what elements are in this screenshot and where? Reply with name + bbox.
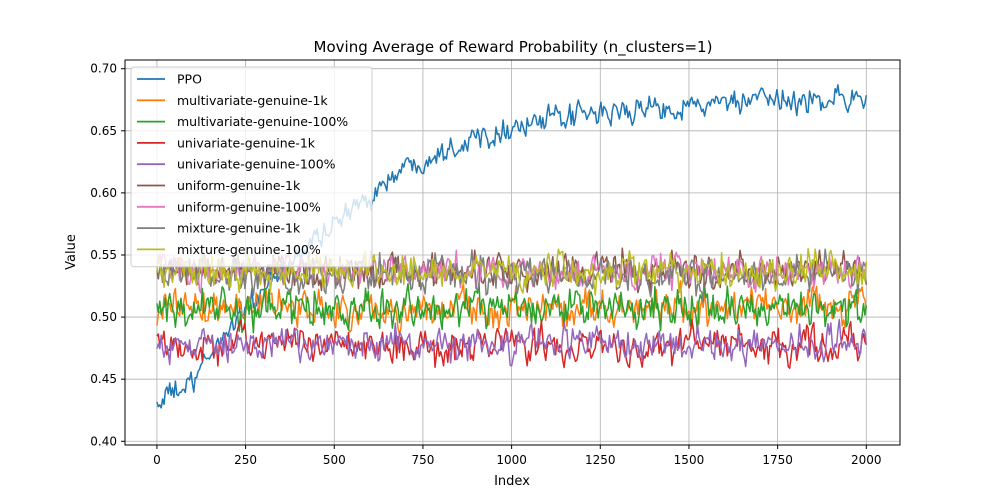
y-tick-label: 0.60 <box>90 186 117 200</box>
x-tick-label: 1000 <box>496 453 527 467</box>
x-axis-label: Index <box>494 474 530 489</box>
x-tick-label: 1750 <box>762 453 793 467</box>
y-tick-label: 0.55 <box>90 248 117 262</box>
legend-entry: mixture-genuine-1k <box>177 221 301 236</box>
y-tick-label: 0.45 <box>90 372 117 386</box>
legend-entry: multivariate-genuine-100% <box>177 114 348 129</box>
legend-entry: PPO <box>177 72 202 87</box>
legend-entry: mixture-genuine-100% <box>177 242 321 257</box>
series-line-PPO <box>156 84 868 409</box>
chart-title: Moving Average of Reward Probability (n_… <box>314 38 713 57</box>
y-tick-label: 0.65 <box>90 124 117 138</box>
series-line-multivariate-genuine-100% <box>156 282 868 334</box>
legend: PPO multivariate-genuine-1k multivariate-g… <box>130 66 373 268</box>
x-tick-label: 750 <box>411 453 434 467</box>
legend-box <box>130 66 373 268</box>
y-tick-label: 0.70 <box>90 62 117 76</box>
x-tick-label: 1500 <box>674 453 705 467</box>
x-tick-label: 250 <box>234 453 257 467</box>
x-tick-label: 1250 <box>585 453 616 467</box>
legend-entry: univariate-genuine-100% <box>177 157 336 172</box>
y-tick-label: 0.50 <box>90 310 117 324</box>
x-tick-label: 2000 <box>851 453 882 467</box>
legend-entry: univariate-genuine-1k <box>177 135 316 150</box>
x-axis: 0 250 500 750 1000 1250 1500 1750 2000 <box>153 445 882 467</box>
y-axis-label: Value <box>64 234 79 270</box>
y-tick-label: 0.40 <box>90 434 117 448</box>
legend-entry: uniform-genuine-100% <box>177 199 321 214</box>
axes-frame <box>124 59 901 446</box>
x-tick-label: 500 <box>323 453 346 467</box>
legend-entry: multivariate-genuine-1k <box>177 93 328 108</box>
legend-entry: uniform-genuine-1k <box>177 178 301 193</box>
series-line-univariate-genuine-100% <box>156 318 868 368</box>
y-axis: 0.40 0.45 0.50 0.55 0.60 0.65 0.70 <box>90 62 125 448</box>
x-tick-label: 0 <box>153 453 161 467</box>
